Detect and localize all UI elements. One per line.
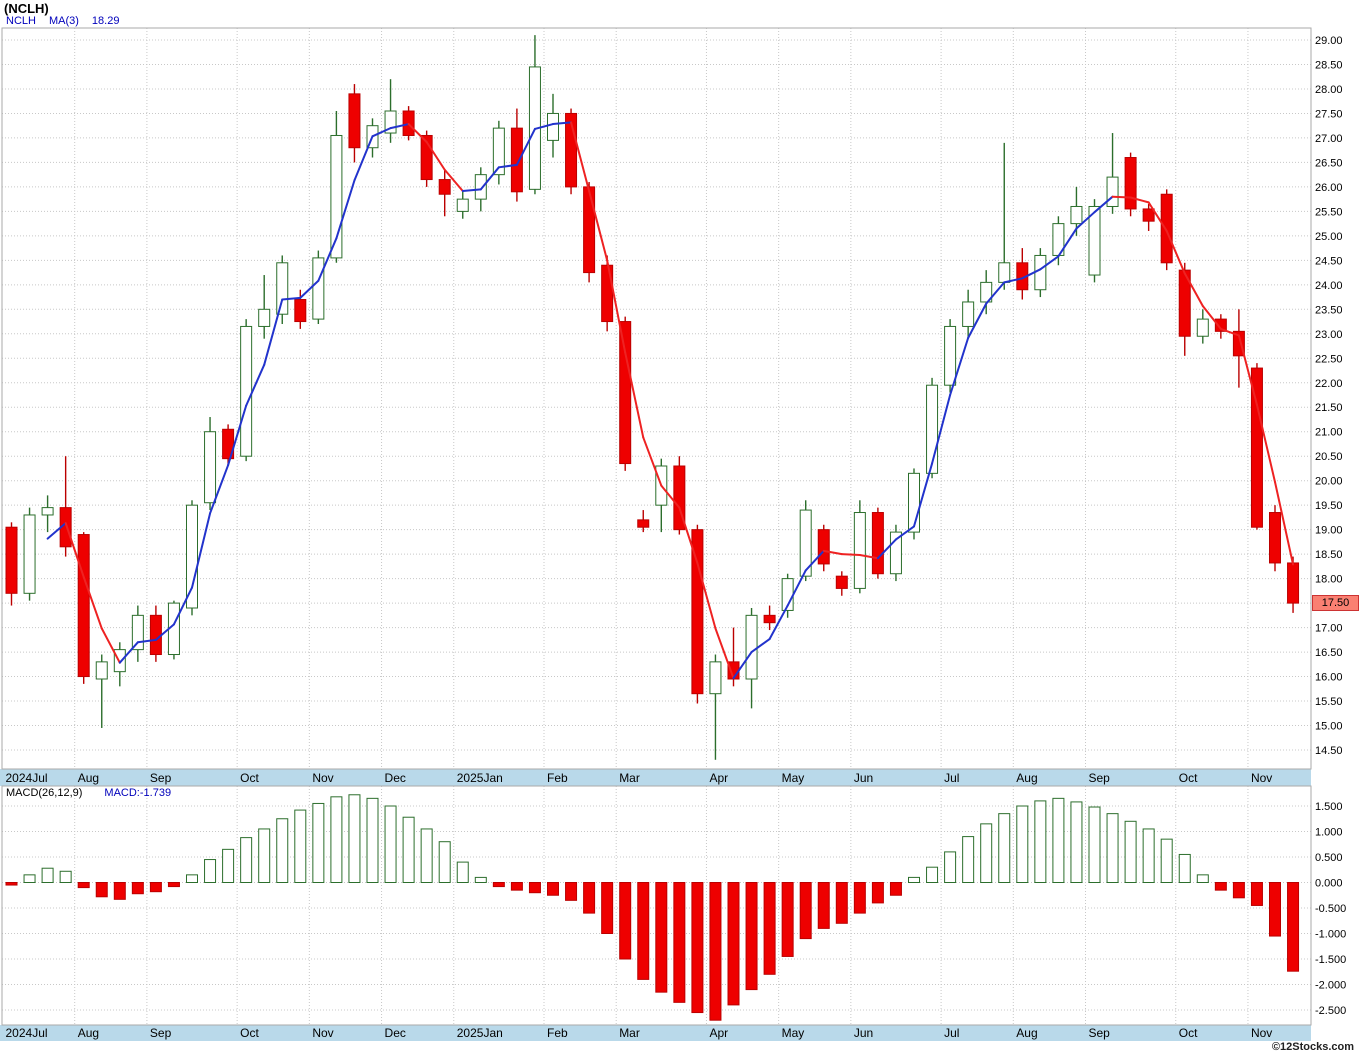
gridlines — [2, 39, 1311, 1011]
svg-text:Nov: Nov — [1251, 771, 1272, 785]
symbol-label: NCLH — [6, 15, 36, 27]
svg-text:21.00: 21.00 — [1315, 427, 1343, 439]
svg-text:-1.000: -1.000 — [1315, 929, 1346, 941]
svg-text:-2.500: -2.500 — [1315, 1005, 1346, 1017]
svg-text:26.00: 26.00 — [1315, 182, 1343, 194]
current-price-tag: 17.50 — [1312, 595, 1359, 612]
svg-text:25.00: 25.00 — [1315, 231, 1343, 243]
page-title: (NCLH) — [4, 1, 49, 16]
svg-text:Sep: Sep — [150, 1026, 172, 1040]
svg-text:2024Jul: 2024Jul — [6, 1026, 48, 1040]
svg-text:22.50: 22.50 — [1315, 353, 1343, 365]
svg-text:Oct: Oct — [1179, 771, 1198, 785]
macd-label: MACD(26,12,9) — [6, 787, 83, 799]
svg-text:20.00: 20.00 — [1315, 476, 1343, 488]
month-axis-bottom: 2024Jul Aug Sep Oct Nov Dec 2025Jan Feb Mar Apr Ma… — [6, 1026, 1273, 1040]
svg-text:Nov: Nov — [312, 1026, 333, 1040]
svg-text:2024Jul: 2024Jul — [6, 771, 48, 785]
svg-text:Aug: Aug — [1016, 1026, 1037, 1040]
panel-borders — [1, 27, 1312, 1026]
svg-text:17.00: 17.00 — [1315, 623, 1343, 635]
svg-text:16.00: 16.00 — [1315, 672, 1343, 684]
svg-text:Mar: Mar — [619, 771, 640, 785]
price-axis-labels: 29.00 28.50 28.00 27.50 27.00 26.50 26.00 25.50… — [1315, 35, 1343, 757]
ma-legend: NCLH MA(3) 18.29 — [6, 15, 119, 27]
svg-text:1.000: 1.000 — [1315, 827, 1343, 839]
svg-text:-2.000: -2.000 — [1315, 980, 1346, 992]
svg-text:19.50: 19.50 — [1315, 500, 1343, 512]
svg-text:22.00: 22.00 — [1315, 378, 1343, 390]
svg-text:28.50: 28.50 — [1315, 59, 1343, 71]
svg-text:-0.500: -0.500 — [1315, 903, 1346, 915]
svg-text:May: May — [782, 771, 805, 785]
svg-text:0.000: 0.000 — [1315, 878, 1343, 890]
svg-text:15.00: 15.00 — [1315, 721, 1343, 733]
svg-text:Oct: Oct — [1179, 1026, 1198, 1040]
svg-text:14.50: 14.50 — [1315, 745, 1343, 757]
month-axis-top: 2024Jul Aug Sep Oct Nov Dec 2025Jan Feb Mar Apr Ma… — [6, 771, 1273, 785]
svg-text:19.00: 19.00 — [1315, 525, 1343, 537]
svg-text:Dec: Dec — [385, 1026, 406, 1040]
svg-text:27.50: 27.50 — [1315, 108, 1343, 120]
macd-legend: MACD(26,12,9) MACD:-1.739 — [6, 787, 171, 799]
copyright-label: ©12Stocks.com — [1271, 1041, 1354, 1053]
svg-text:Sep: Sep — [150, 771, 172, 785]
svg-text:Sep: Sep — [1089, 1026, 1111, 1040]
svg-text:21.50: 21.50 — [1315, 402, 1343, 414]
svg-text:May: May — [782, 1026, 805, 1040]
svg-text:Nov: Nov — [1251, 1026, 1272, 1040]
svg-text:23.00: 23.00 — [1315, 329, 1343, 341]
svg-text:16.50: 16.50 — [1315, 647, 1343, 659]
svg-text:23.50: 23.50 — [1315, 304, 1343, 316]
svg-text:Oct: Oct — [240, 1026, 259, 1040]
svg-text:28.00: 28.00 — [1315, 84, 1343, 96]
svg-text:Apr: Apr — [709, 771, 728, 785]
macd-axis-labels: 1.500 1.000 0.500 0.000 -0.500 -1.000 -1.500 -2… — [1315, 801, 1346, 1017]
svg-text:Jul: Jul — [944, 771, 959, 785]
macd-value: MACD:-1.739 — [104, 787, 172, 799]
svg-text:Aug: Aug — [78, 1026, 99, 1040]
svg-text:Jul: Jul — [944, 1026, 959, 1040]
svg-text:24.50: 24.50 — [1315, 255, 1343, 267]
svg-text:Dec: Dec — [385, 771, 406, 785]
svg-text:Oct: Oct — [240, 771, 259, 785]
svg-text:Nov: Nov — [312, 771, 333, 785]
month-bands — [0, 769, 1311, 1041]
svg-text:Sep: Sep — [1089, 771, 1111, 785]
svg-text:29.00: 29.00 — [1315, 35, 1343, 47]
svg-text:Jun: Jun — [854, 771, 873, 785]
svg-text:Aug: Aug — [78, 771, 99, 785]
svg-text:18.00: 18.00 — [1315, 574, 1343, 586]
ma-label: MA(3) — [48, 15, 79, 27]
svg-text:27.00: 27.00 — [1315, 133, 1343, 145]
svg-text:Apr: Apr — [709, 1026, 728, 1040]
svg-text:25.50: 25.50 — [1315, 206, 1343, 218]
svg-text:20.50: 20.50 — [1315, 451, 1343, 463]
month-separators — [74, 28, 1249, 1025]
svg-text:15.50: 15.50 — [1315, 696, 1343, 708]
macd-histogram — [5, 794, 1300, 1021]
svg-text:Feb: Feb — [547, 771, 568, 785]
svg-text:1.500: 1.500 — [1315, 801, 1343, 813]
svg-text:18.50: 18.50 — [1315, 549, 1343, 561]
svg-text:2025Jan: 2025Jan — [457, 771, 503, 785]
svg-text:Feb: Feb — [547, 1026, 568, 1040]
svg-text:Mar: Mar — [619, 1026, 640, 1040]
ma3-line — [46, 121, 1295, 680]
svg-text:2025Jan: 2025Jan — [457, 1026, 503, 1040]
svg-text:0.500: 0.500 — [1315, 852, 1343, 864]
svg-text:24.00: 24.00 — [1315, 280, 1343, 292]
ma-value: 18.29 — [91, 15, 120, 27]
svg-text:-1.500: -1.500 — [1315, 954, 1346, 966]
svg-text:Jun: Jun — [854, 1026, 873, 1040]
svg-text:26.50: 26.50 — [1315, 157, 1343, 169]
svg-text:Aug: Aug — [1016, 771, 1037, 785]
candlestick-series — [5, 35, 1300, 760]
